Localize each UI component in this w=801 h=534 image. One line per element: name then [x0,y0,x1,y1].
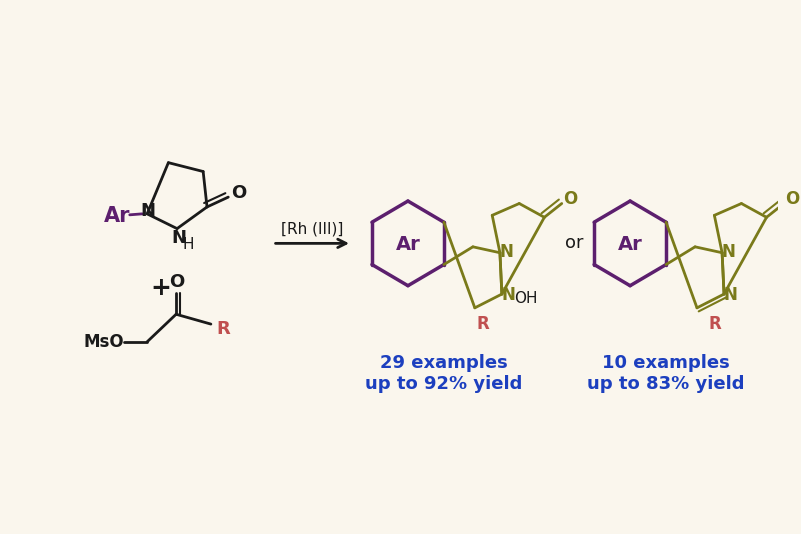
Text: N: N [501,286,516,304]
Text: R: R [708,315,721,333]
Text: N: N [722,243,736,261]
Text: or: or [565,234,583,253]
Text: Ar: Ar [396,235,421,254]
Text: MsO: MsO [83,333,124,351]
Text: +: + [151,276,171,300]
Text: R: R [216,320,231,338]
Text: Ar: Ar [104,206,131,226]
Text: [Rh (III)]: [Rh (III)] [281,221,344,236]
Text: O: O [563,190,578,208]
Text: N: N [500,243,513,261]
Text: N: N [171,230,187,247]
Text: R: R [476,315,489,333]
Text: O: O [170,273,185,291]
Text: O: O [231,184,247,202]
Text: 10 examples
up to 83% yield: 10 examples up to 83% yield [587,354,745,392]
Text: H: H [183,237,195,252]
Text: OH: OH [514,292,537,307]
Text: Ar: Ar [618,235,642,254]
Text: N: N [141,202,155,220]
Text: 29 examples
up to 92% yield: 29 examples up to 92% yield [365,354,522,392]
Text: O: O [786,190,799,208]
Text: N: N [724,286,738,304]
